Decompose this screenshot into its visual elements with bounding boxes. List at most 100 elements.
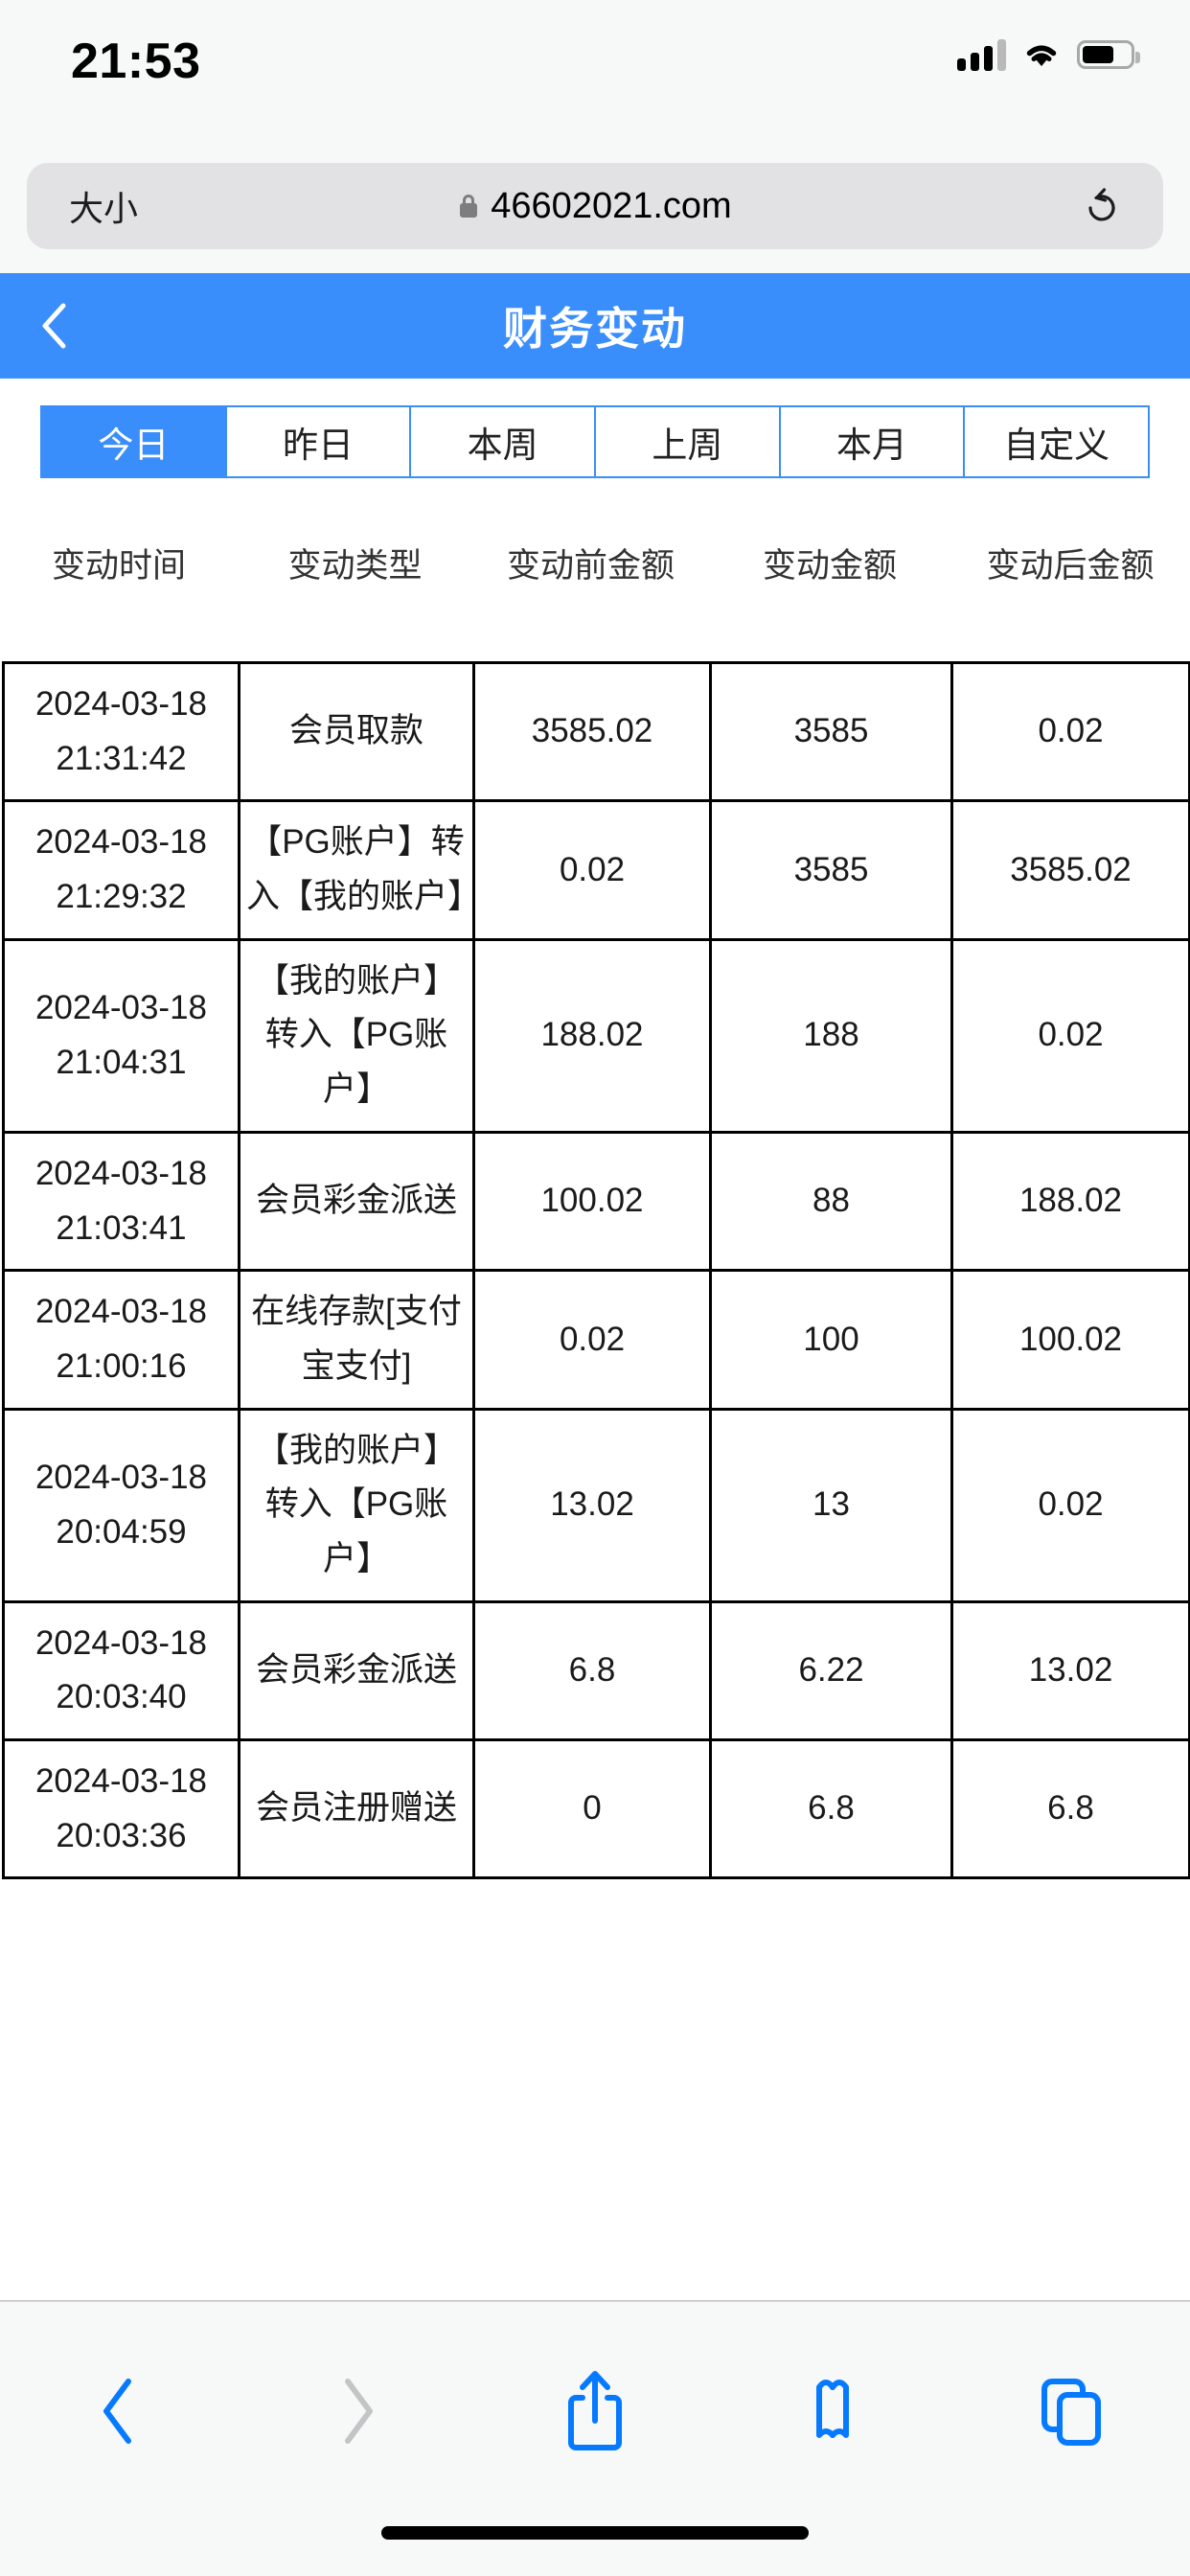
browser-toolbar-top: 大小 46602021.com [0, 142, 1190, 273]
cell-amount: 188 [709, 937, 953, 1134]
lock-icon [460, 195, 478, 218]
cell-time-text: 20:03:40 [56, 1678, 187, 1716]
status-bar-time: 21:53 [71, 34, 201, 89]
cell-before: 6.8 [472, 1599, 712, 1742]
tabs-button[interactable] [952, 2376, 1190, 2447]
cell-type: 【PG账户】转入【我的账户】 [238, 799, 481, 941]
cell-time-text: 21:04:31 [56, 1043, 187, 1081]
page-content: 今日 昨日 本周 上周 本月 自定义 变动时间 变动类型 变动前金额 变动金额 [0, 379, 1190, 2300]
cell-after: 100.02 [950, 1269, 1190, 1411]
cell-amount: 3585 [709, 799, 953, 941]
bookmarks-button[interactable] [714, 2376, 951, 2447]
browser-forward-button[interactable] [238, 2376, 475, 2447]
cell-time-text: 21:29:32 [56, 878, 187, 916]
cell-type: 会员取款 [238, 660, 475, 803]
chevron-left-icon[interactable] [38, 302, 73, 350]
page-title: 财务变动 [503, 304, 687, 354]
home-indicator [381, 2526, 809, 2540]
column-header-amount: 变动金额 [762, 547, 897, 585]
cell-after: 6.8 [950, 1737, 1190, 1880]
cell-type: 会员彩金派送 [238, 1599, 475, 1742]
cell-amount: 6.8 [709, 1737, 953, 1880]
cell-date-text: 2024-03-18 [34, 1293, 208, 1331]
cell-time-text: 21:00:16 [56, 1346, 187, 1385]
cell-time: 2024-03-18 21:29:32 [2, 799, 240, 941]
cell-before: 188.02 [472, 937, 712, 1134]
table-row: 2024-03-18 21:29:32 【PG账户】转入【我的账户】 0.02 … [2, 799, 1190, 941]
book-icon [816, 2380, 850, 2438]
url-text: 46602021.com [491, 185, 732, 226]
cell-date-text: 2024-03-18 [34, 685, 208, 723]
cell-time: 2024-03-18 21:04:31 [2, 937, 240, 1134]
reload-icon[interactable] [1085, 187, 1119, 225]
tab-label: 本周 [467, 426, 538, 465]
cell-type: 会员注册赠送 [238, 1737, 475, 1880]
cell-before: 0.02 [472, 1269, 712, 1411]
table-row: 2024-03-18 20:03:40 会员彩金派送 6.8 6.22 13.0… [2, 1599, 1190, 1742]
address-bar-content: 46602021.com [27, 186, 1163, 227]
battery-icon [1077, 40, 1140, 69]
address-bar[interactable]: 大小 46602021.com [27, 163, 1163, 249]
browser-back-button[interactable] [0, 2376, 238, 2447]
page-zoom-button[interactable]: 大小 [69, 189, 139, 228]
wifi-icon [1026, 45, 1057, 66]
cell-date-text: 2024-03-18 [34, 1458, 208, 1496]
tabs-icon [1041, 2379, 1101, 2446]
cell-type: 【我的账户】转入【PG账户】 [238, 937, 475, 1134]
cell-date-text: 2024-03-18 [34, 823, 208, 862]
cell-type: 在线存款[支付宝支付] [238, 1269, 475, 1411]
cell-time-text: 21:31:42 [56, 739, 187, 777]
cell-after: 13.02 [950, 1599, 1190, 1742]
cell-before: 13.02 [472, 1407, 712, 1603]
table-row: 2024-03-18 21:03:41 会员彩金派送 100.02 88 188… [2, 1130, 1190, 1273]
tab-today[interactable]: 今日 [40, 405, 227, 478]
cell-time-text: 20:03:36 [56, 1816, 187, 1854]
column-header-after: 变动后金额 [986, 547, 1155, 585]
cell-date-text: 2024-03-18 [34, 989, 208, 1027]
tab-label: 自定义 [1003, 426, 1110, 465]
app-header: 财务变动 [0, 273, 1190, 379]
cell-before: 3585.02 [472, 660, 712, 803]
cell-time: 2024-03-18 20:04:59 [2, 1407, 240, 1603]
cell-time: 2024-03-18 21:31:42 [2, 660, 240, 803]
tab-this-week[interactable]: 本周 [411, 405, 597, 478]
cell-amount: 88 [709, 1130, 953, 1273]
browser-toolbar-bottom [0, 2300, 1190, 2576]
cell-after: 0.02 [950, 937, 1190, 1134]
cell-before: 0 [472, 1737, 712, 1880]
tab-custom[interactable]: 自定义 [965, 405, 1151, 478]
column-header-before: 变动前金额 [506, 547, 675, 585]
browser-toolbar-icons [0, 2344, 1190, 2478]
chevron-right-icon [344, 2379, 373, 2444]
status-bar-indicators [957, 38, 1140, 71]
cell-time: 2024-03-18 21:00:16 [2, 1269, 240, 1411]
cell-after: 188.02 [950, 1130, 1190, 1273]
tab-last-week[interactable]: 上周 [596, 405, 781, 478]
tab-label: 今日 [98, 426, 170, 465]
cell-after: 0.02 [950, 660, 1190, 803]
tab-yesterday[interactable]: 昨日 [226, 405, 412, 478]
cell-time-text: 21:03:41 [56, 1208, 187, 1247]
tab-label: 昨日 [283, 426, 354, 465]
column-header-type: 变动类型 [287, 547, 423, 585]
cell-time: 2024-03-18 21:03:41 [2, 1130, 240, 1273]
tab-label: 上周 [652, 426, 723, 465]
cell-amount: 3585 [709, 660, 953, 803]
share-button[interactable] [476, 2369, 714, 2453]
cell-after: 3585.02 [950, 799, 1190, 941]
table-row: 2024-03-18 21:31:42 会员取款 3585.02 3585 0.… [2, 660, 1190, 803]
cell-time: 2024-03-18 20:03:36 [2, 1737, 240, 1880]
cell-time: 2024-03-18 20:03:40 [2, 1599, 240, 1742]
cell-type: 会员彩金派送 [238, 1130, 475, 1273]
table-row: 2024-03-18 20:04:59 【我的账户】转入【PG账户】 13.02… [2, 1407, 1190, 1603]
cell-time-text: 20:04:59 [56, 1512, 187, 1551]
share-icon [568, 2371, 623, 2450]
cell-date-text: 2024-03-18 [34, 1762, 208, 1800]
tab-this-month[interactable]: 本月 [780, 405, 966, 478]
table-row: 2024-03-18 21:04:31 【我的账户】转入【PG账户】 188.0… [2, 937, 1190, 1134]
table-column-headers: 变动时间 变动类型 变动前金额 变动金额 变动后金额 [0, 522, 1190, 604]
cellular-signal-icon [957, 38, 1006, 71]
cell-date-text: 2024-03-18 [34, 1154, 208, 1192]
status-bar: 21:53 [0, 0, 1190, 142]
